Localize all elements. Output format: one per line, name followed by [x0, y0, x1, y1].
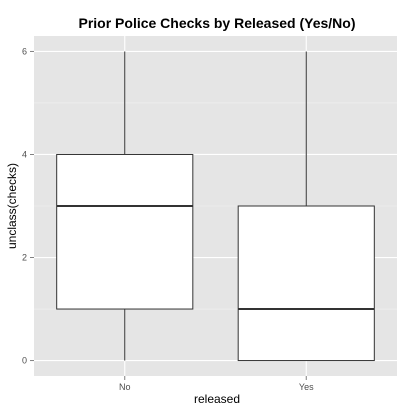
y-tick-label: 6	[22, 46, 27, 56]
y-tick-label: 0	[22, 356, 27, 366]
box-yes	[237, 205, 375, 362]
axes: 0 2 4 6 No Yes	[22, 46, 314, 392]
chart-title: Prior Police Checks by Released (Yes/No)	[78, 15, 355, 31]
box-no	[56, 153, 194, 310]
x-axis-title: released	[194, 392, 240, 406]
x-tick-label: Yes	[299, 382, 314, 392]
y-axis-title: unclass(checks)	[5, 163, 19, 249]
x-tick-label: No	[119, 382, 131, 392]
y-tick-label: 4	[22, 149, 27, 159]
y-tick-label: 2	[22, 253, 27, 263]
boxes	[56, 51, 375, 362]
